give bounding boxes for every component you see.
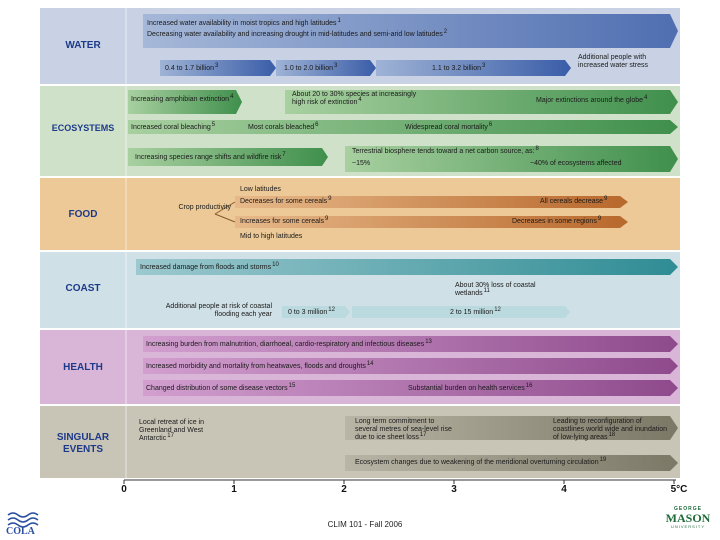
coast-arrow-3 xyxy=(352,306,570,318)
axis-tick-3: 3 xyxy=(451,484,457,495)
health-burden: Increasing burden from malnutrition, dia… xyxy=(146,339,432,348)
cola-logo: COLA xyxy=(6,526,35,537)
coast-range-1: 0 to 3 million12 xyxy=(288,307,335,316)
health-morbidity: Increased morbidity and mortality from h… xyxy=(146,361,374,370)
eco-range-shift: Increasing species range shifts and wild… xyxy=(135,152,286,161)
gmu-logo-mason: MASON xyxy=(665,511,711,525)
sector-label-water: WATER xyxy=(65,40,101,51)
water-text-1: Increased water availability in moist tr… xyxy=(147,18,341,27)
food-band xyxy=(40,178,680,250)
eco-arrow-5 xyxy=(345,146,678,172)
eco-species-risk: About 20 to 30% species at increasingly … xyxy=(292,91,417,106)
health-arrow-2 xyxy=(143,358,678,374)
sector-label-health: HEALTH xyxy=(63,362,103,373)
singular-ice-retreat: Local retreat of ice in Greenland and We… xyxy=(139,419,204,442)
singular-coastlines: Leading to reconfiguration of coastlines… xyxy=(553,418,668,441)
eco-biosphere-40: ~40% of ecosystems affected xyxy=(530,160,622,167)
sector-label-ecosystems: ECOSYSTEMS xyxy=(51,123,115,133)
coast-arrow-2 xyxy=(282,306,350,318)
eco-major-extinctions: Major extinctions around the globe4 xyxy=(536,95,648,104)
food-mid-high-latitudes: Mid to high latitudes xyxy=(240,233,303,240)
coast-damage: Increased damage from floods and storms1… xyxy=(140,262,279,271)
health-services: Substantial burden on health services16 xyxy=(408,383,533,392)
eco-arrow-2 xyxy=(285,90,678,114)
coast-people-risk: Additional people at risk of coastal flo… xyxy=(165,303,272,318)
water-text-2: Decreasing water availability and increa… xyxy=(147,29,448,38)
food-all-cereals: All cereals decrease9 xyxy=(540,196,608,205)
health-vectors: Changed distribution of some disease vec… xyxy=(146,383,296,392)
health-arrow-3 xyxy=(143,380,678,396)
health-arrow-1 xyxy=(143,336,678,352)
food-crop-productivity: Crop productivity xyxy=(178,204,231,211)
eco-coral-2: Most corals bleached6 xyxy=(248,122,319,131)
axis-tick-0: 0 xyxy=(121,484,127,495)
singular-moc: Ecosystem changes due to weakening of th… xyxy=(355,457,607,466)
food-arrow-2 xyxy=(235,216,628,228)
food-decreases-regions: Decreases in some regions9 xyxy=(512,216,602,225)
coast-arrow-1 xyxy=(136,259,678,275)
axis-tick-2: 2 xyxy=(341,484,347,495)
gmu-logo: GEORGE MASON UNIVERSITY xyxy=(660,506,716,529)
course-footer: CLIM 101 - Fall 2006 xyxy=(327,520,403,529)
eco-coral-1: Increased coral bleaching5 xyxy=(131,122,216,131)
eco-arrow-3 xyxy=(128,120,678,134)
gmu-logo-george: GEORGE xyxy=(674,506,702,512)
eco-amphibian: Increasing amphibian extinction4 xyxy=(131,94,234,103)
water-stress-2: 1.0 to 2.0 billion3 xyxy=(284,63,338,72)
eco-arrow-4 xyxy=(128,148,328,166)
sector-label-singular: SINGULAR EVENTS xyxy=(56,432,110,455)
cola-logo-waves xyxy=(7,512,39,528)
eco-biosphere-15: ~15% xyxy=(352,160,371,167)
singular-sea-level: Long term commitment to several metres o… xyxy=(355,418,452,441)
axis-tick-5: 5°C xyxy=(670,484,688,495)
food-increases-cereals: Increases for some cereals9 xyxy=(240,216,329,225)
water-arrow-2 xyxy=(160,60,276,76)
sector-label-coast: COAST xyxy=(65,283,101,294)
eco-coral-3: Widespread coral mortality6 xyxy=(405,122,493,131)
axis-tick-1: 1 xyxy=(231,484,237,495)
gmu-logo-university: UNIVERSITY xyxy=(670,524,705,529)
axis-tick-4: 4 xyxy=(561,484,567,495)
food-arrow-1 xyxy=(235,196,628,208)
eco-biosphere: Terrestrial biosphere tends toward a net… xyxy=(352,146,539,155)
food-low-latitudes: Low latitudes xyxy=(240,186,281,193)
sector-label-food: FOOD xyxy=(68,209,98,220)
water-arrow-1 xyxy=(143,14,678,48)
singular-arrow-2 xyxy=(345,455,678,471)
food-decreases-cereals: Decreases for some cereals9 xyxy=(240,196,332,205)
coast-wetlands: About 30% loss of coastal wetlands11 xyxy=(455,282,536,297)
water-stress-1: 0.4 to 1.7 billion3 xyxy=(165,63,219,72)
coast-range-2: 2 to 15 million12 xyxy=(450,307,501,316)
water-people-label: Additional people with increased water s… xyxy=(578,54,649,69)
singular-arrow-1 xyxy=(345,416,678,440)
water-arrow-4 xyxy=(376,60,571,76)
water-stress-3: 1.1 to 3.2 billion3 xyxy=(432,63,486,72)
water-arrow-3 xyxy=(276,60,376,76)
eco-arrow-1 xyxy=(128,90,242,114)
